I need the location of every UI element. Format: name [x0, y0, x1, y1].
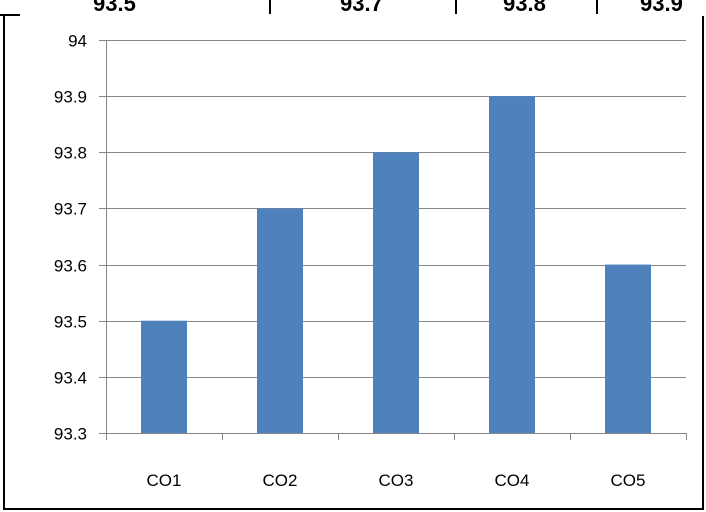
y-tick-label-94: 94 [68, 32, 87, 51]
y-tick-label-93-3: 93.3 [54, 425, 87, 444]
y-tick-label-93-6: 93.6 [54, 257, 87, 276]
header-divider-3 [596, 0, 598, 14]
header-cell-2: 93.7 [340, 0, 383, 16]
y-tick-label-93-4: 93.4 [54, 369, 87, 388]
y-tick-label-93-8: 93.8 [54, 144, 87, 163]
axes [99, 40, 687, 440]
x-tick-label-co1: CO1 [147, 471, 182, 490]
x-tick-label-co2: CO2 [263, 471, 298, 490]
chart-frame [3, 16, 704, 510]
x-tick-label-co5: CO5 [611, 471, 646, 490]
x-tick-label-co3: CO3 [379, 471, 414, 490]
header-cell-4: 93.9 [640, 0, 683, 16]
header-row-fragment: 93.5 93.7 93.8 93.9 [0, 0, 706, 16]
bar-co1 [141, 320, 187, 433]
header-divider-2 [455, 0, 457, 14]
bar-co2 [257, 208, 303, 433]
y-tick-label-93-5: 93.5 [54, 313, 87, 332]
x-tick-label-co4: CO4 [495, 471, 530, 490]
bar-co5 [605, 264, 651, 433]
bars [141, 96, 651, 434]
bar-co4 [489, 96, 535, 434]
header-cell-3: 93.8 [503, 0, 546, 16]
header-rule [0, 14, 20, 16]
x-tick-labels: CO1 CO2 CO3 CO4 CO5 [147, 471, 646, 490]
header-cell-1: 93.5 [93, 0, 136, 16]
y-tick-label-93-9: 93.9 [54, 88, 87, 107]
y-tick-labels: 93.3 93.4 93.5 93.6 93.7 93.8 93.9 94 [54, 32, 87, 444]
header-divider-1 [269, 0, 271, 14]
bar-co3 [373, 152, 419, 434]
y-tick-label-93-7: 93.7 [54, 200, 87, 219]
